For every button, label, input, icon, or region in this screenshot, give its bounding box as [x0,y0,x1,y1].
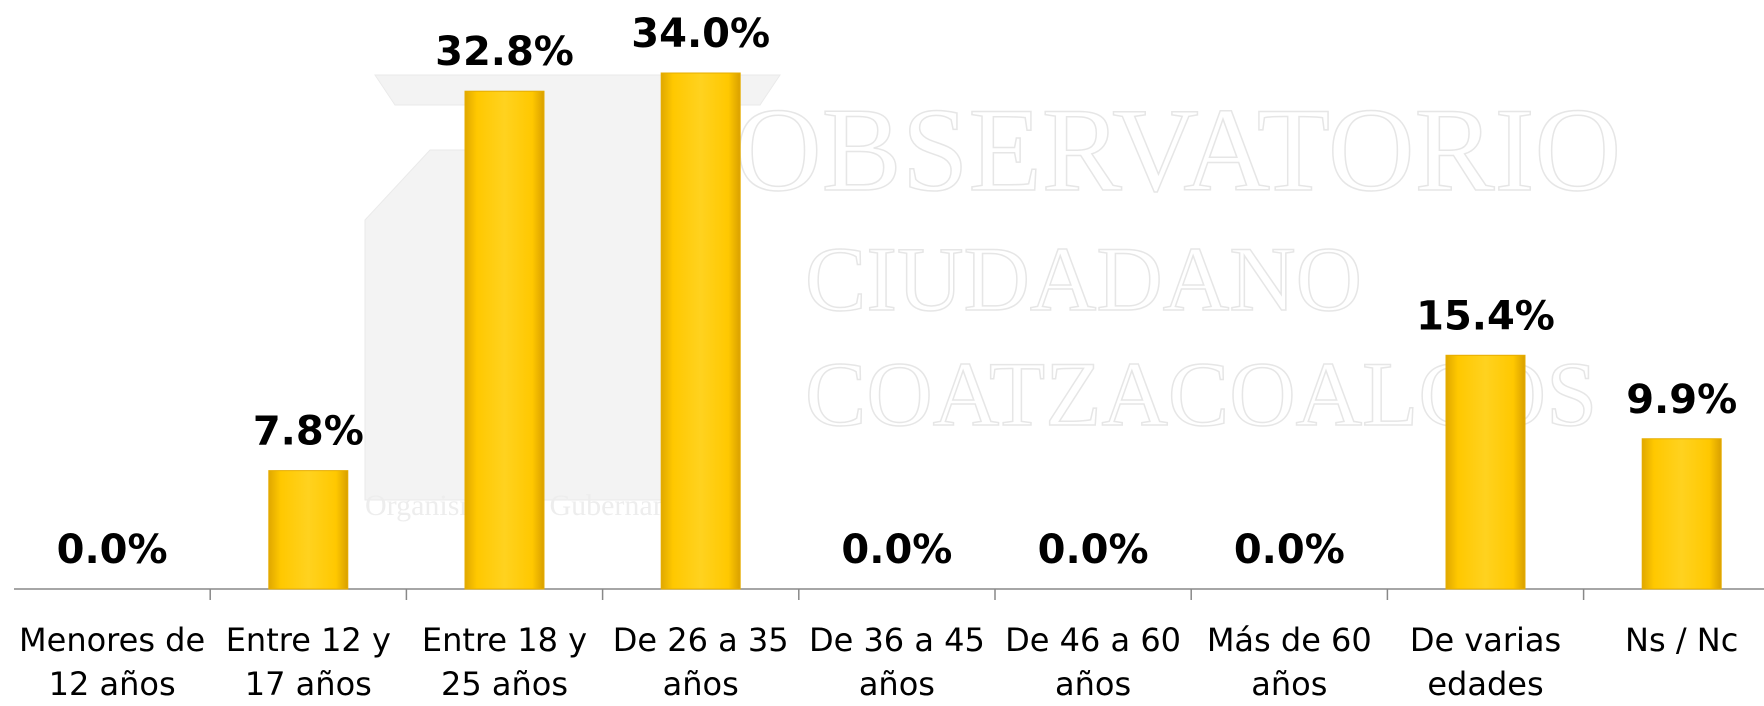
value-label: 34.0% [631,11,770,57]
x-tick-label: Entre 12 y 17 años [225,621,391,703]
bar [268,470,349,590]
value-label: 15.4% [1416,293,1555,339]
x-tick-label: De 36 a 45 años [808,621,985,703]
x-tick-label: De 26 a 35 años [612,621,789,703]
bar [660,72,741,590]
value-label: 0.0% [1234,527,1345,573]
x-tick-label: De 46 a 60 años [1005,621,1182,703]
value-label: 7.8% [253,409,364,455]
value-label: 0.0% [841,527,952,573]
x-tick-label: Menores de 12 años [19,621,206,703]
bar [464,90,545,590]
watermark-text: OBSERVATORIO [735,83,1621,216]
x-tick-label: De varias edades [1409,621,1562,703]
x-tick-label: Más de 60 años [1206,621,1372,703]
value-label: 0.0% [1038,527,1149,573]
value-label: 32.8% [435,29,574,75]
x-tick-label: Entre 18 y 25 años [421,621,588,703]
x-tick-label: Ns / Nc [1625,621,1739,659]
watermark-text: CIUDADANO [805,228,1362,330]
value-label: 0.0% [57,527,168,573]
bar [1641,438,1722,590]
value-label: 9.9% [1626,377,1737,423]
bar [1445,354,1526,590]
